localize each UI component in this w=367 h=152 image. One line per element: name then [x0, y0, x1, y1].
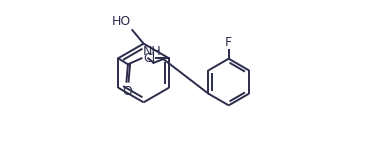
Text: NH: NH — [142, 45, 161, 58]
Text: Cl: Cl — [143, 52, 156, 65]
Text: F: F — [225, 36, 232, 49]
Text: HO: HO — [112, 15, 131, 28]
Text: O: O — [122, 85, 132, 98]
